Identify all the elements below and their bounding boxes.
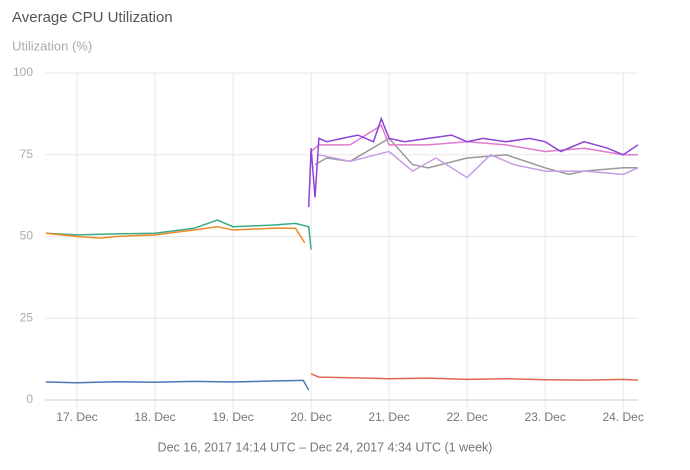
x-tick-label: 23. Dec — [524, 410, 565, 424]
series-line — [45, 225, 306, 244]
x-tick-label: 18. Dec — [134, 410, 175, 424]
y-axis-label: Utilization (%) — [12, 38, 92, 53]
chart-title: Average CPU Utilization — [12, 9, 173, 26]
series-line — [310, 124, 638, 156]
series-line — [45, 219, 312, 250]
series-line — [318, 150, 639, 179]
x-tick-label: 24. Dec — [602, 410, 643, 424]
y-tick-label: 50 — [20, 229, 34, 243]
series-line — [307, 116, 639, 208]
series-line — [310, 373, 639, 381]
x-axis-label: Dec 16, 2017 14:14 UTC – Dec 24, 2017 4:… — [158, 440, 493, 454]
y-tick-label: 75 — [20, 147, 34, 161]
x-tick-label: 21. Dec — [368, 410, 409, 424]
series-line — [45, 379, 310, 391]
y-tick-label: 0 — [26, 392, 33, 406]
x-tick-label: 20. Dec — [290, 410, 331, 424]
x-tick-label: 19. Dec — [212, 410, 253, 424]
x-tick-label: 17. Dec — [56, 410, 97, 424]
y-tick-label: 100 — [13, 65, 33, 79]
x-tick-label: 22. Dec — [446, 410, 487, 424]
y-tick-label: 25 — [20, 310, 34, 324]
